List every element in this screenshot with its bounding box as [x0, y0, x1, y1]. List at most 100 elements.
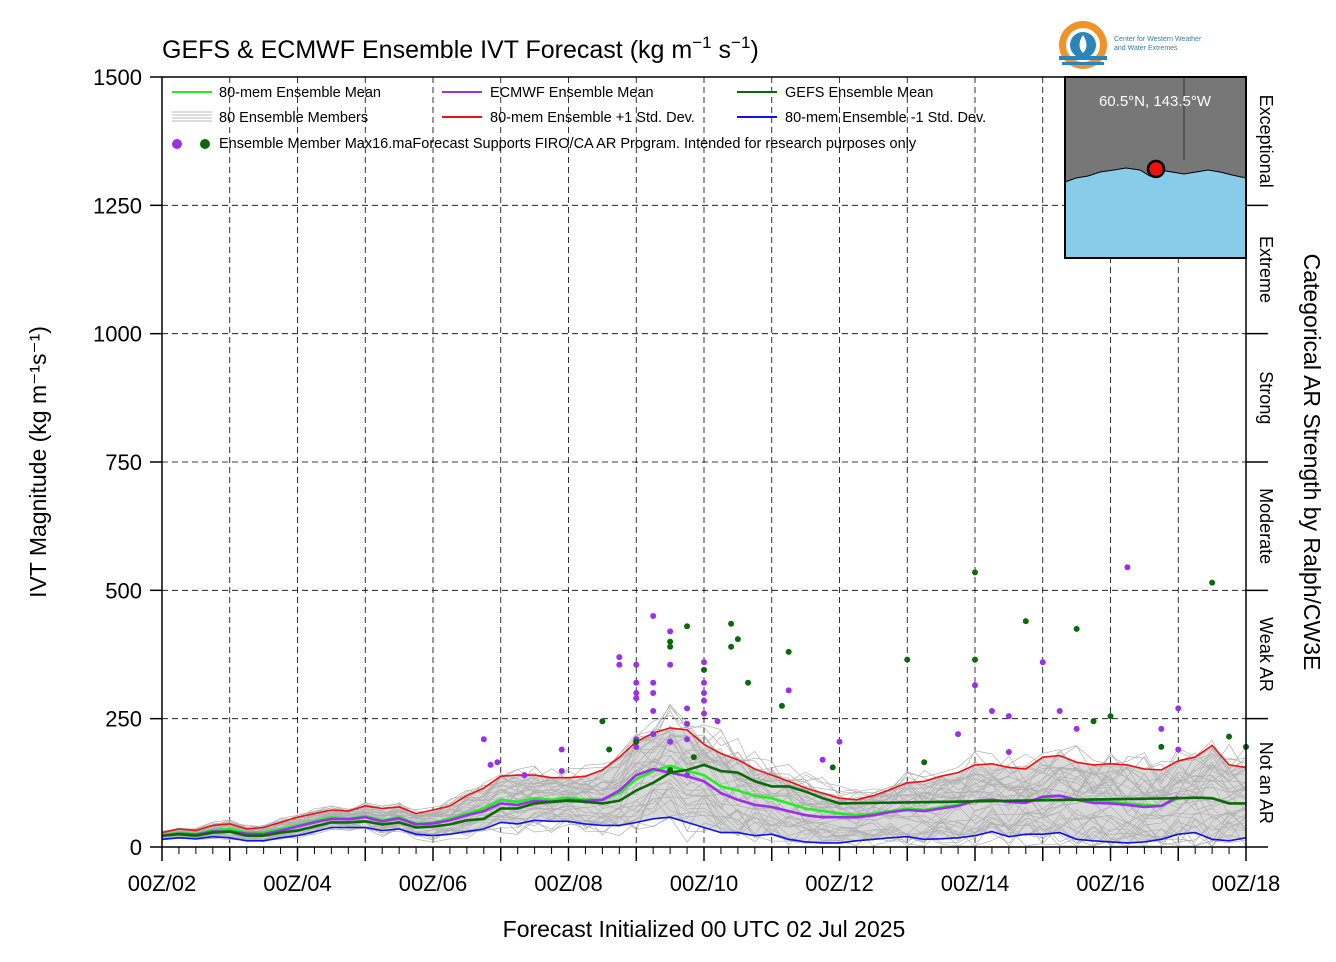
gefs-member-max-point	[667, 638, 674, 645]
ecmwf-member-max-point	[1124, 564, 1131, 571]
gefs-member-max-point	[1226, 733, 1233, 740]
ar-category-axis: Not an AR Weak AR Moderate Strong Extreme Exc…	[1246, 95, 1276, 848]
ecmwf-member-max-point	[1005, 749, 1012, 756]
chart-title: GEFS & ECMWF Ensemble IVT Forecast (kg m…	[162, 33, 759, 64]
gefs-member-max-point	[972, 656, 978, 663]
y-tick-label: 1000	[93, 322, 142, 347]
x-tick-label: 00Z/14	[941, 871, 1010, 896]
gefs-member-max-point	[728, 643, 735, 650]
ecmwf-member-max-point	[494, 759, 501, 766]
legend-label-ensemble-mean: 80-mem Ensemble Mean	[219, 85, 381, 101]
gefs-member-max-point	[684, 623, 691, 630]
axis-layer: 0 250 500 750 1000 1250 1500 00Z/02 00Z/04 00Z/06…	[93, 65, 1280, 896]
ecmwf-member-max-point	[1039, 659, 1046, 666]
ecmwf-member-max-point	[521, 772, 528, 779]
ecmwf-member-max-point	[667, 628, 674, 635]
ecmwf-member-max-point	[650, 707, 657, 714]
ecmwf-member-max-point	[1005, 713, 1012, 720]
legend-swatch-members	[172, 111, 212, 122]
gefs-member-max-point	[745, 679, 752, 686]
x-tick-label: 00Z/02	[128, 871, 197, 896]
ecmwf-member-max-point	[633, 690, 640, 696]
ensemble-member-line	[162, 814, 1246, 847]
ecmwf-member-max-point	[667, 661, 674, 668]
ecmwf-member-max-point	[684, 736, 691, 743]
ecmwf-member-max-point	[972, 682, 978, 689]
ecmwf-member-max-point	[616, 661, 623, 668]
y-tick-label: 250	[105, 707, 142, 732]
y-tick-label: 1500	[93, 65, 142, 90]
ecmwf-member-max-point	[701, 697, 707, 704]
ensemble-member-line	[162, 786, 1246, 847]
category-label: Extreme	[1256, 236, 1276, 303]
ecmwf-member-max-point	[650, 613, 657, 619]
gefs-member-max-point	[1090, 718, 1097, 725]
logo-text-line1: Center for Western Weather	[1114, 36, 1202, 43]
ecmwf-member-max-point	[714, 718, 721, 725]
gefs-member-max-point	[606, 746, 613, 753]
ecmwf-member-max-point	[684, 705, 691, 712]
ecmwf-member-max-point	[480, 736, 487, 743]
category-label: Exceptional	[1256, 95, 1276, 188]
ecmwf-member-max-point	[1175, 746, 1182, 753]
location-inset-map: 60.5°N, 143.5°W	[1064, 76, 1247, 259]
ecmwf-member-max-point	[558, 746, 565, 753]
legend-label-members: 80 Ensemble Members	[219, 110, 368, 126]
x-tick-label: 00Z/04	[263, 871, 332, 896]
gefs-member-max-point	[1073, 625, 1080, 632]
ecmwf-member-max-point	[701, 690, 707, 696]
ecmwf-member-max-point	[650, 690, 657, 696]
ecmwf-member-max-point	[955, 731, 962, 738]
gefs-member-max-point	[667, 767, 674, 773]
grid-layer	[162, 77, 1246, 847]
x-tick-label: 00Z/16	[1076, 871, 1145, 896]
ecmwf-member-max-point	[487, 761, 494, 768]
series-line-3	[162, 727, 1246, 834]
ecmwf-member-max-point	[1073, 725, 1080, 732]
ecmwf-member-max-point	[701, 710, 707, 717]
ecmwf-member-max-point	[667, 738, 674, 745]
y-tick-label: 0	[130, 835, 142, 860]
gefs-member-max-point	[633, 738, 640, 745]
ecmwf-member-max-point	[684, 772, 691, 779]
ecmwf-member-max-point	[701, 659, 707, 666]
category-label: Moderate	[1256, 488, 1276, 564]
ecmwf-member-max-point	[558, 768, 565, 775]
category-label: Weak AR	[1256, 617, 1276, 692]
y-tick-label: 500	[105, 578, 142, 603]
gefs-member-max-point	[921, 759, 928, 766]
gefs-member-max-point	[1209, 579, 1216, 586]
ecmwf-member-max-point	[1056, 707, 1063, 714]
gefs-member-max-point	[904, 656, 911, 663]
ecmwf-member-max-point	[633, 743, 640, 750]
y-tick-label: 750	[105, 450, 142, 475]
x-tick-label: 00Z/10	[670, 871, 739, 896]
ensemble-member-line	[162, 745, 1246, 836]
x-tick-label: 00Z/06	[399, 871, 468, 896]
ecmwf-member-max-point	[836, 738, 843, 745]
location-marker	[1146, 159, 1166, 179]
ecmwf-member-max-point	[633, 695, 640, 702]
gefs-member-max-point	[667, 643, 674, 650]
ensemble-member-line	[162, 734, 1246, 835]
cw3e-logo: Center for Western Weather and Water Ext…	[1059, 21, 1202, 69]
ensemble-member-line	[162, 797, 1246, 847]
water-drop-icon	[1079, 35, 1087, 53]
gefs-member-max-point	[829, 764, 836, 771]
legend: 80-mem Ensemble Mean ECMWF Ensemble Mean…	[172, 85, 986, 152]
legend-swatch-max-ecmwf	[172, 139, 182, 149]
ecmwf-member-max-point	[1175, 705, 1182, 712]
legend-swatch-max-gefs	[200, 139, 210, 149]
ensemble-member-line	[162, 738, 1246, 836]
legend-label-plus-std: 80-mem Ensemble +1 Std. Dev.	[490, 110, 695, 126]
gefs-member-max-point	[778, 702, 785, 709]
ecmwf-member-max-point	[819, 756, 826, 763]
ecmwf-member-max-point	[650, 731, 657, 738]
ensemble-member-line	[162, 725, 1246, 835]
ecmwf-member-max-point	[684, 720, 691, 727]
member-max-points-layer	[480, 564, 1249, 779]
legend-label-minus-std: 80-mem Ensemble -1 Std. Dev.	[785, 110, 986, 126]
legend-label-gefs-mean: GEFS Ensemble Mean	[785, 85, 933, 101]
